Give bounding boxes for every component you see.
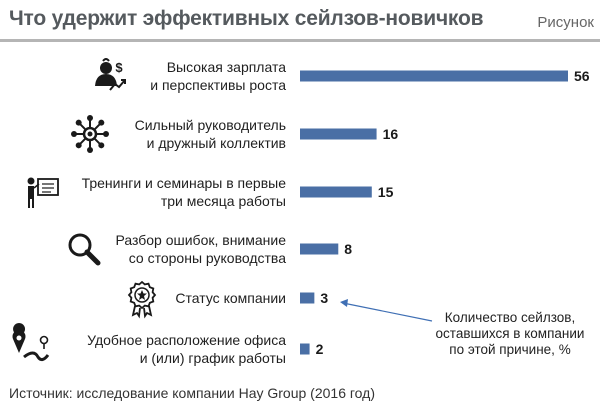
money-person-icon: $ xyxy=(95,58,126,91)
location-route-icon xyxy=(12,323,50,362)
data-label: 2 xyxy=(316,341,324,357)
annotation-arrow xyxy=(342,302,433,322)
bar xyxy=(300,186,372,198)
chart-title: Что удержит эффективных сейлзов-новичков xyxy=(9,7,484,30)
bar xyxy=(300,292,315,304)
annotation-arrowhead xyxy=(340,299,348,307)
category-label: Сильный руководитель и дружный коллектив xyxy=(135,117,286,151)
category-label: Высокая зарплата и перспективы роста xyxy=(150,59,286,93)
annotation-line: Количество сейлзов, xyxy=(444,310,576,325)
annotation-line: по этой причине, % xyxy=(449,342,571,357)
bar xyxy=(300,343,310,355)
data-label: 15 xyxy=(378,184,394,200)
bar-chart: 56 Высокая зарплата и перспективы роста $16… xyxy=(12,58,590,366)
category-label: Статус компании xyxy=(175,290,286,306)
bar xyxy=(300,128,377,140)
svg-text:$: $ xyxy=(115,60,123,75)
bar xyxy=(300,70,568,82)
bar xyxy=(300,243,339,255)
presentation-icon xyxy=(27,177,59,208)
title-rule xyxy=(0,39,600,42)
data-label: 8 xyxy=(344,241,352,257)
data-label: 3 xyxy=(320,290,328,306)
magnifier-icon xyxy=(68,233,101,266)
category-label: Разбор ошибок, внимание со стороны руково… xyxy=(115,232,286,266)
figure-label: Рисунок xyxy=(537,14,594,31)
category-label: Удобное расположение офиса и (или) график… xyxy=(87,332,286,366)
annotation-note: Количество сейлзов, оставшихся в компани… xyxy=(430,310,590,358)
award-badge-icon xyxy=(127,280,157,319)
data-label: 56 xyxy=(574,68,590,84)
data-label: 16 xyxy=(383,126,399,142)
annotation-line: оставшихся в компании xyxy=(435,326,585,341)
category-label: Тренинги и семинары в первые три месяца р… xyxy=(82,175,287,209)
team-network-icon xyxy=(71,115,109,153)
source-note: Источник: исследование компании Hay Grou… xyxy=(9,385,375,401)
